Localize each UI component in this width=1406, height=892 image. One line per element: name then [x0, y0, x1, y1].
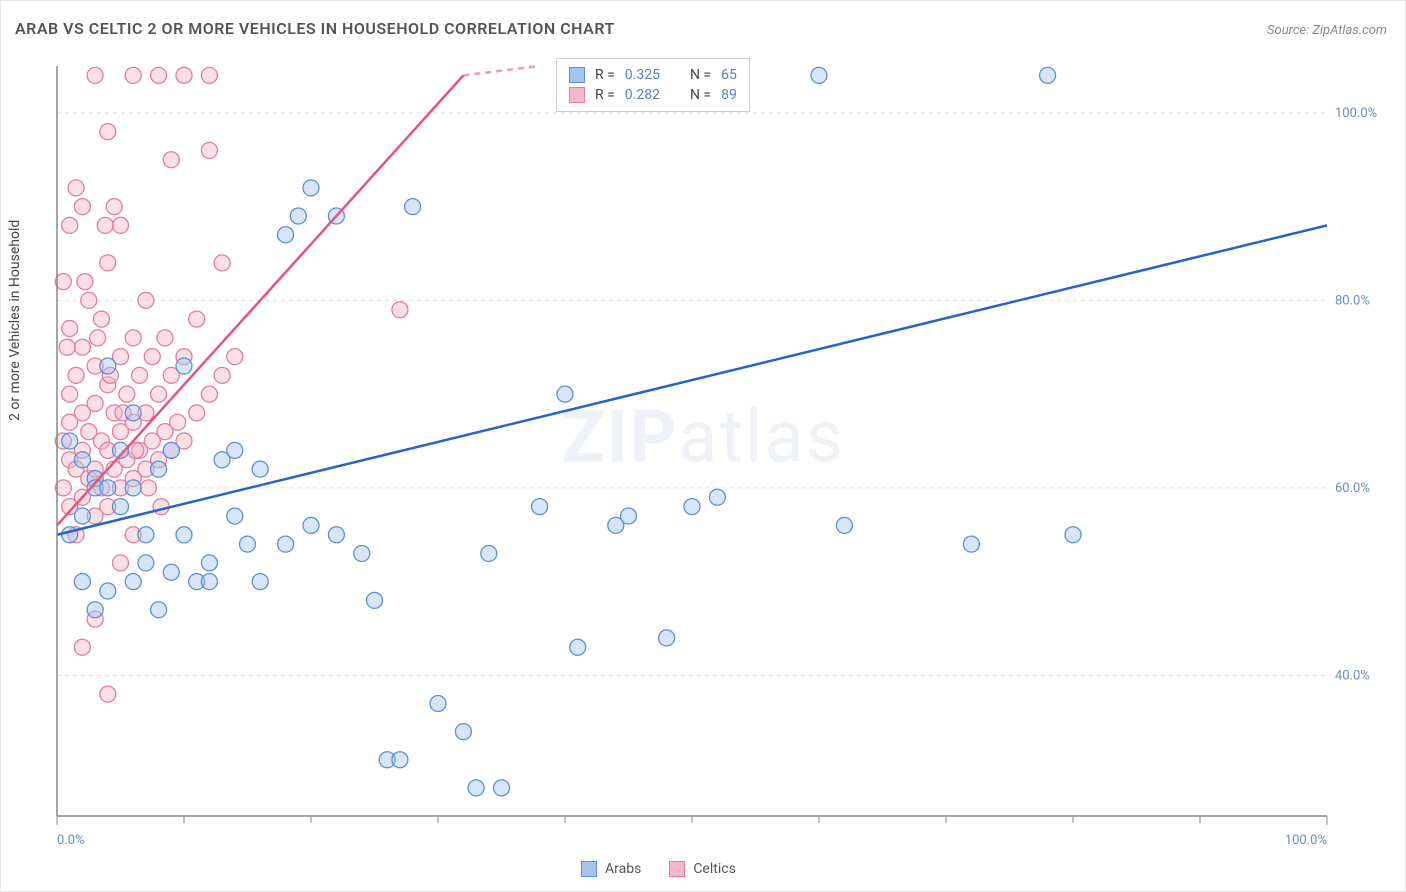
svg-text:100.0%: 100.0% — [1335, 106, 1377, 121]
n-value: 89 — [721, 87, 737, 103]
r-value: 0.325 — [625, 67, 660, 83]
legend-swatch-icon — [669, 861, 685, 877]
legend-swatch-icon — [581, 861, 597, 877]
r-label: R = — [595, 67, 615, 83]
series-legend: Arabs Celtics — [581, 861, 736, 877]
legend-item: Celtics — [669, 861, 735, 877]
legend-label: Arabs — [605, 861, 641, 877]
legend-row: R = 0.325 N = 65 — [569, 65, 737, 85]
plot-area: 40.0%60.0%80.0%100.0%0.0%100.0% — [47, 56, 1377, 826]
svg-text:60.0%: 60.0% — [1335, 481, 1370, 496]
legend-row: R = 0.282 N = 89 — [569, 85, 737, 105]
y-axis-label: 2 or more Vehicles in Household — [7, 220, 23, 421]
svg-text:0.0%: 0.0% — [57, 833, 85, 848]
n-label: N = — [690, 87, 711, 103]
legend-swatch-icon — [569, 67, 585, 83]
svg-text:40.0%: 40.0% — [1335, 668, 1370, 683]
correlation-legend: R = 0.325 N = 65 R = 0.282 N = 89 — [556, 58, 750, 112]
svg-text:100.0%: 100.0% — [1285, 833, 1327, 848]
chart-container: ARAB VS CELTIC 2 OR MORE VEHICLES IN HOU… — [0, 0, 1406, 892]
svg-text:80.0%: 80.0% — [1335, 293, 1370, 308]
chart-title: ARAB VS CELTIC 2 OR MORE VEHICLES IN HOU… — [15, 19, 615, 38]
scatter-plot-svg: 40.0%60.0%80.0%100.0%0.0%100.0% — [47, 56, 1377, 826]
source-label: Source: ZipAtlas.com — [1267, 23, 1387, 38]
n-label: N = — [690, 67, 711, 83]
legend-label: Celtics — [693, 861, 735, 877]
n-value: 65 — [721, 67, 737, 83]
r-value: 0.282 — [625, 87, 660, 103]
legend-swatch-icon — [569, 87, 585, 103]
r-label: R = — [595, 87, 615, 103]
legend-item: Arabs — [581, 861, 641, 877]
